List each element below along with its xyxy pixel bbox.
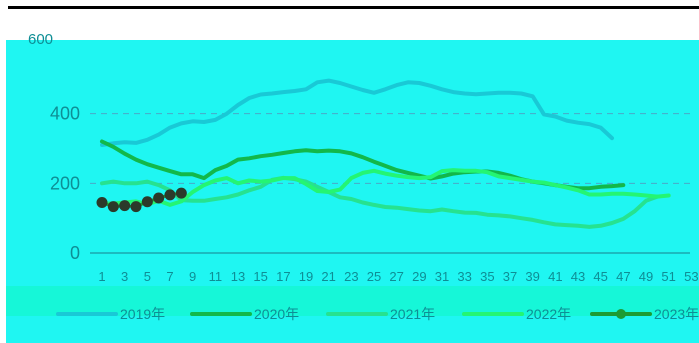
x-tick-label: 45 xyxy=(593,269,607,284)
x-tick-label: 1 xyxy=(98,269,105,284)
x-tick-label: 25 xyxy=(367,269,381,284)
x-tick-label: 33 xyxy=(457,269,471,284)
x-tick-label: 15 xyxy=(253,269,267,284)
data-point xyxy=(130,201,142,213)
x-tick-label: 13 xyxy=(231,269,245,284)
x-tick-label: 49 xyxy=(639,269,653,284)
x-tick-label: 7 xyxy=(166,269,173,284)
y-tick-label: 400 xyxy=(50,104,80,124)
y-tick-label: 0 xyxy=(70,243,80,263)
x-tick-label: 43 xyxy=(571,269,585,284)
x-tick-label: 31 xyxy=(435,269,449,284)
x-tick-label: 11 xyxy=(209,269,223,284)
y-tick-label: 200 xyxy=(50,173,80,193)
x-tick-label: 41 xyxy=(548,269,562,284)
legend-label: 2023年 xyxy=(654,306,699,322)
series-lines xyxy=(96,78,671,229)
x-tick-label: 17 xyxy=(276,269,290,284)
x-tick-label: 3 xyxy=(121,269,128,284)
x-tick-label: 39 xyxy=(525,269,539,284)
x-tick-label: 23 xyxy=(344,269,358,284)
data-point xyxy=(141,196,153,208)
legend-label: 2021年 xyxy=(390,306,435,322)
x-tick-label: 5 xyxy=(144,269,151,284)
x-tick-label: 53 xyxy=(684,269,698,284)
series-line-3 xyxy=(100,175,660,229)
data-point xyxy=(96,196,108,208)
legend: 2019年 2020年 2021年 2022年 2023年 xyxy=(56,306,699,322)
x-axis-ticks: 1 3 5 7 9 11 13 15 17 19 21 23 25 27 29 31 33 35 37 39 41 43 4… xyxy=(98,269,698,284)
data-point xyxy=(107,201,119,213)
x-tick-label: 9 xyxy=(189,269,196,284)
top-rule xyxy=(8,6,699,9)
data-point xyxy=(119,200,131,212)
x-tick-label: 21 xyxy=(321,269,335,284)
x-tick-label: 19 xyxy=(299,269,313,284)
x-tick-label: 35 xyxy=(480,269,494,284)
x-tick-label: 37 xyxy=(503,269,517,284)
x-tick-label: 27 xyxy=(389,269,403,284)
x-tick-label: 51 xyxy=(661,269,675,284)
legend-label: 2019年 xyxy=(120,306,165,322)
y-axis-ticks: 0 200 400 xyxy=(50,104,80,263)
legend-label: 2022年 xyxy=(526,306,571,322)
legend-label: 2020年 xyxy=(254,306,299,322)
data-point xyxy=(164,189,176,201)
series-line-4 xyxy=(100,168,671,207)
grid-lines xyxy=(90,113,690,254)
corner-tick-label: 600 xyxy=(28,31,54,48)
x-tick-label: 29 xyxy=(412,269,426,284)
x-tick-label: 47 xyxy=(616,269,630,284)
legend-marker xyxy=(616,309,626,319)
data-point xyxy=(175,187,187,199)
legend-band xyxy=(6,286,699,316)
data-point xyxy=(153,192,165,204)
series-line-1 xyxy=(100,78,614,147)
